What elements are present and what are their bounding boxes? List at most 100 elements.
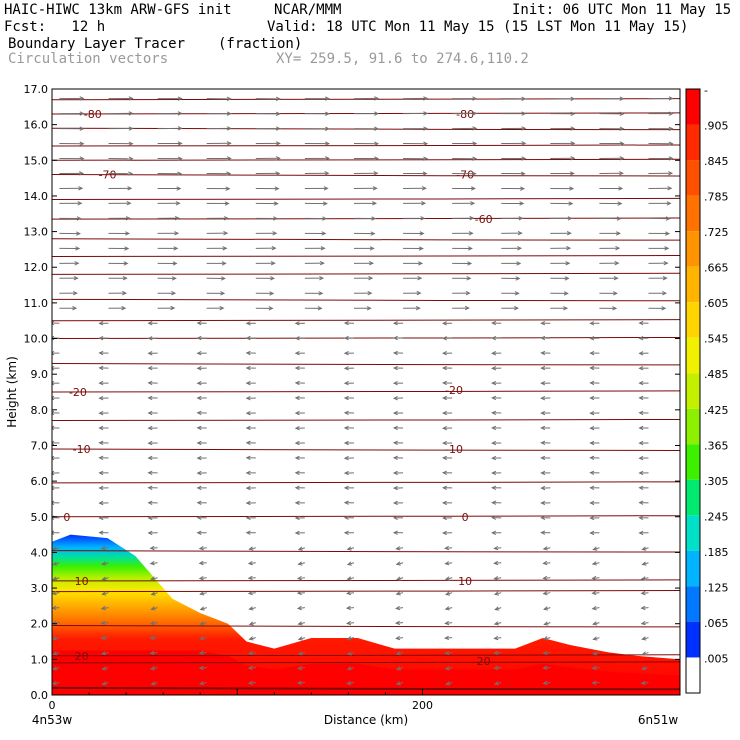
vector-arrow: [491, 500, 502, 505]
vector-arrow: [403, 141, 429, 146]
vector-arrow: [542, 560, 551, 566]
vector-arrow: [442, 380, 453, 386]
vector-arrow: [206, 126, 232, 131]
vector-arrow: [196, 425, 207, 431]
vector-arrow: [59, 246, 81, 251]
vector-arrow: [542, 680, 551, 686]
vector-arrow: [501, 111, 527, 116]
vector-arrow: [599, 201, 623, 206]
vector-arrow: [395, 635, 404, 641]
colorbar-label: .005: [704, 652, 729, 665]
vector-arrow: [638, 425, 649, 431]
vector-arrow: [501, 276, 521, 281]
vector-arrow: [52, 636, 60, 641]
vector-arrow: [392, 530, 404, 535]
vector-arrow: [501, 171, 526, 176]
vector-arrow: [638, 455, 649, 461]
vector-arrow: [589, 440, 600, 446]
vector-arrow: [648, 291, 668, 296]
colorbar-label: .785: [704, 191, 729, 204]
y-tick-label: 3.0: [31, 582, 49, 595]
vector-arrow: [147, 365, 158, 371]
vector-arrow: [108, 126, 134, 131]
vector-arrow: [147, 500, 158, 506]
vector-arrow: [493, 576, 502, 581]
vector-arrow: [196, 350, 207, 356]
vector-arrow: [403, 126, 429, 131]
vector-arrow: [491, 380, 502, 386]
vector-arrow: [501, 201, 525, 206]
vector-arrow: [641, 636, 649, 641]
vector-arrow: [206, 111, 232, 116]
vector-arrow: [245, 410, 256, 416]
vector-arrow: [392, 321, 404, 326]
vector-arrow: [403, 246, 424, 251]
temperature-label: 0: [462, 511, 469, 524]
temperature-contour: [52, 254, 680, 258]
vector-arrow: [255, 186, 280, 191]
vector-arrow: [52, 350, 60, 356]
vector-arrow: [542, 591, 551, 596]
colorbar-swatch: [686, 657, 700, 693]
temperature-label: 20: [75, 650, 89, 663]
vector-arrow: [157, 291, 177, 296]
temperature-contours: -80 -80 -70 -70 -60 -20 -20 -10 -10 0 0 10 10 20 20: [52, 98, 680, 691]
vector-arrow: [98, 321, 109, 326]
vector-arrow: [343, 425, 354, 431]
vector-arrow: [157, 126, 183, 131]
vector-arrow: [641, 546, 649, 551]
vector-arrow: [149, 666, 158, 671]
vector-arrow: [255, 141, 281, 146]
vector-arrow: [206, 141, 232, 146]
vector-arrow: [493, 560, 502, 566]
vector-arrow: [542, 575, 551, 581]
colorbar-label: -: [704, 84, 708, 97]
vector-arrow: [98, 485, 109, 491]
vector-arrow: [98, 425, 109, 431]
temperature-contour: [52, 418, 680, 422]
vector-arrow: [255, 216, 279, 221]
vector-arrow: [198, 560, 207, 566]
vector-arrow: [206, 156, 232, 161]
y-tick-label: 11.0: [24, 297, 49, 310]
vector-arrow: [157, 141, 183, 146]
vector-arrow: [147, 440, 158, 446]
vector-arrow: [353, 216, 377, 221]
vector-arrow: [297, 665, 305, 671]
vector-arrow: [343, 440, 354, 446]
vector-arrow: [52, 485, 60, 491]
vector-arrow: [147, 336, 158, 341]
temperature-label: 0: [63, 511, 70, 524]
vector-arrow: [599, 246, 621, 251]
vector-arrow: [648, 201, 672, 206]
y-axis-label: Height (km): [5, 356, 19, 427]
vector-arrow: [52, 576, 60, 581]
vector-arrow: [98, 350, 109, 356]
temperature-contour: [52, 272, 680, 275]
vector-arrow: [441, 350, 453, 356]
vector-arrow: [599, 96, 625, 101]
vector-arrow: [255, 306, 274, 311]
vector-arrow: [392, 455, 404, 461]
vector-arrow: [294, 530, 305, 536]
vector-arrow: [638, 440, 649, 446]
xy-range: XY= 259.5, 91.6 to 274.6,110.2: [276, 51, 529, 67]
vector-arrow: [304, 96, 331, 101]
vector-arrow: [108, 111, 134, 116]
vector-arrow: [346, 561, 355, 566]
vector-arrow: [147, 530, 158, 536]
vector-arrow: [452, 276, 472, 281]
colorbar-swatch: [686, 266, 700, 303]
vector-arrow: [592, 546, 600, 551]
vector-arrow: [493, 635, 502, 641]
vector-arrow: [343, 515, 354, 520]
vector-arrow: [108, 96, 134, 101]
vector-arrow: [638, 320, 649, 326]
vector-arrow: [147, 515, 158, 521]
vector-arrow: [395, 605, 404, 611]
temperature-label: -10: [445, 443, 463, 456]
colorbar-label: .125: [704, 581, 729, 594]
vector-arrow: [245, 530, 256, 535]
vector-arrow: [294, 410, 305, 416]
vector-arrow: [206, 291, 226, 296]
